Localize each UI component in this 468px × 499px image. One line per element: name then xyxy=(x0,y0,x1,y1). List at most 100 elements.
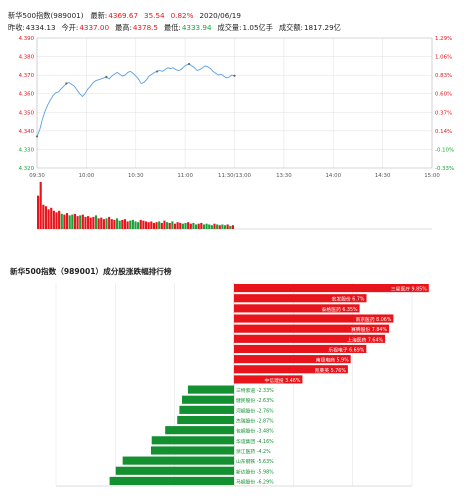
ranking-label: 新达股份 -5.98% xyxy=(236,468,274,475)
ranking-bar xyxy=(187,385,234,394)
volume-bar xyxy=(97,218,100,229)
volume-bar xyxy=(160,222,163,229)
header-field-3: 0.82% xyxy=(171,11,194,20)
ranking-bar xyxy=(234,365,348,374)
y-tick-right: 1.29% xyxy=(435,36,452,42)
ranking-label: 上海医药 7.64% xyxy=(347,336,383,343)
ranking-bar xyxy=(234,324,390,333)
ranking-bar xyxy=(234,294,367,303)
volume-bar xyxy=(205,223,208,229)
volume-bar xyxy=(100,217,103,229)
ranking-label: 凯莱英 5.76% xyxy=(315,367,347,374)
volume-bar xyxy=(197,223,200,229)
volume-bar xyxy=(179,222,182,229)
volume-bar xyxy=(134,221,137,229)
y-tick-left: 4.320 xyxy=(19,166,35,172)
y-tick-right: 0.60% xyxy=(435,92,452,98)
volume-bar xyxy=(200,222,203,229)
volume-bar xyxy=(171,221,174,229)
ranking-label: 马钢股份 -6.29% xyxy=(236,478,274,485)
volume-bar xyxy=(150,221,153,229)
price-point xyxy=(65,82,68,85)
header-label: 今开: xyxy=(61,23,79,32)
volume-bar xyxy=(126,221,129,229)
volume-bar xyxy=(129,220,132,229)
volume-bar xyxy=(187,222,190,229)
volume-bar xyxy=(68,215,71,229)
x-tick-label: 09:30 xyxy=(29,173,45,179)
volume-bar xyxy=(144,221,148,229)
volume-bar xyxy=(42,204,45,229)
y-tick-right: 0.14% xyxy=(435,129,452,135)
volume-bar xyxy=(123,219,127,229)
header-value: 4333.94 xyxy=(181,23,212,32)
volume-bar xyxy=(87,216,90,229)
y-tick-right: -0.33% xyxy=(435,166,454,172)
volume-bar xyxy=(94,215,98,229)
volume-bar xyxy=(216,224,219,229)
x-tick-label: 11:00 xyxy=(177,173,193,179)
y-tick-left: 4.380 xyxy=(19,55,35,61)
volume-bar xyxy=(226,224,229,229)
x-tick-label: 11:30/13:00 xyxy=(218,173,251,179)
header-value: 0.82% xyxy=(170,11,194,20)
ranking-bar xyxy=(234,304,360,313)
volume-bar xyxy=(142,220,145,229)
volume-bar xyxy=(166,222,169,229)
volume-bar xyxy=(210,225,213,229)
ranking-bar xyxy=(234,284,429,293)
header-field-4: 2020/06/19 xyxy=(199,11,240,20)
ranking-bar xyxy=(234,334,386,343)
header-label: 新华500指数(989001) xyxy=(8,11,84,20)
volume-bar xyxy=(223,225,227,229)
ranking-bar xyxy=(150,446,234,455)
ranking-label: 包钢股份 -3.48% xyxy=(236,428,274,435)
y-tick-left: 4.340 xyxy=(19,129,35,135)
volume-bar xyxy=(102,219,105,229)
x-tick-label: 14:00 xyxy=(325,173,341,179)
ranking-bar xyxy=(181,395,234,404)
ranking-label: 南极电商 5.9% xyxy=(316,357,349,364)
volume-bar xyxy=(52,210,55,229)
volume-bar xyxy=(168,222,171,229)
header-value: 4369.67 xyxy=(108,11,139,20)
ranking-title: 新华500指数（989001）成分股涨跌幅排行榜 xyxy=(10,267,172,276)
y-tick-right: 0.83% xyxy=(435,73,452,79)
header-label: 最新: xyxy=(90,11,108,20)
ranking-label: 南京医药 8.06% xyxy=(355,316,391,323)
y-tick-right: -0.10% xyxy=(435,147,454,153)
ranking-bar xyxy=(122,456,234,465)
price-point xyxy=(188,62,191,66)
ranking-bar xyxy=(151,436,234,445)
volume-bar xyxy=(139,219,142,229)
volume-bar xyxy=(221,224,224,229)
x-tick-label: 13:30 xyxy=(276,173,292,179)
volume-bar xyxy=(163,220,166,229)
ranking-label: 华谊集团 -4.16% xyxy=(236,438,274,445)
x-tick-label: 10:00 xyxy=(79,173,95,179)
header-field-1: 最新:4369.67 xyxy=(91,11,139,20)
price-line xyxy=(36,63,235,137)
ranking-label: 健民股份 -2.63% xyxy=(236,397,274,404)
volume-bar xyxy=(116,218,119,229)
y-tick-left: 4.330 xyxy=(19,147,35,153)
ranking-bar xyxy=(115,466,234,475)
price-point xyxy=(156,70,159,73)
volume-bar xyxy=(76,216,79,229)
volume-bar xyxy=(118,220,121,229)
ranking-label: 宏发股份 6.7% xyxy=(332,296,365,303)
header-row-2: 昨收:4334.13 今开:4337.00 最高:4378.5 最低:4333.94 成… xyxy=(8,23,347,33)
header-value: 4378.5 xyxy=(132,23,159,32)
ranking-label: 中信建投 3.46% xyxy=(264,377,300,384)
volume-bar xyxy=(79,215,82,229)
volume-bar xyxy=(37,195,40,229)
header-field-2: 最高:4378.5 xyxy=(115,23,158,32)
header-label: 最高: xyxy=(115,23,132,32)
volume-bar xyxy=(176,222,179,229)
volume-bar xyxy=(89,217,92,229)
volume-bar xyxy=(131,219,134,229)
volume-bar xyxy=(229,225,232,229)
volume-bar xyxy=(60,213,63,229)
volume-bar xyxy=(105,218,108,229)
ranking-label: 河钢股份 -2.76% xyxy=(236,407,274,414)
